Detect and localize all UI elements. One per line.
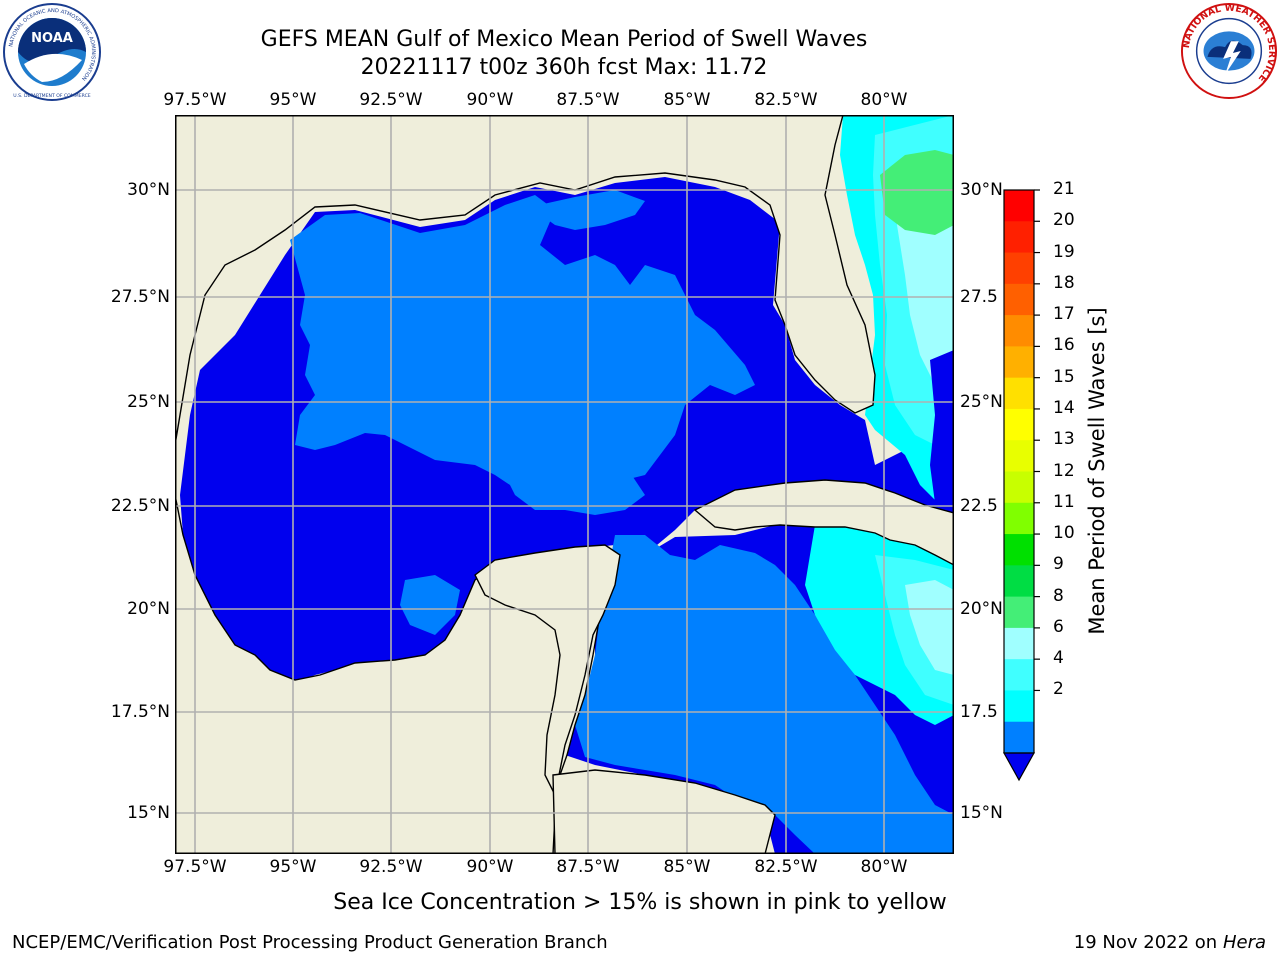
cuba-island (693, 479, 954, 566)
lon-label-bottom: 90°W (466, 857, 514, 877)
colorbar-segment (1004, 315, 1034, 347)
lat-label-right: 22.5 (960, 496, 998, 516)
colorbar-label: Mean Period of Swell Waves [s] (1085, 307, 1109, 635)
caribbean-2-4s-field (575, 535, 954, 854)
central-america-landmass (552, 769, 776, 854)
colorbar-tick-label: 13 (1053, 429, 1075, 450)
graticule (175, 115, 954, 854)
lon-label-bottom: 95°W (269, 857, 317, 877)
lat-label-left: 27.5°N (110, 287, 170, 307)
map-frame (175, 115, 954, 854)
lat-label-right: 17.5 (960, 702, 998, 722)
colorbar-tick-label: 19 (1053, 241, 1075, 262)
colorbar-segment (1004, 534, 1034, 566)
lat-label-left: 30°N (127, 180, 170, 200)
lat-label-left: 22.5°N (110, 496, 170, 516)
lon-label-bottom: 92.5°W (359, 857, 423, 877)
colorbar-tick-label: 15 (1053, 366, 1075, 387)
colorbar-segment (1004, 659, 1034, 691)
lat-label-right: 27.5 (960, 287, 998, 307)
gulf-2-4s-field (290, 195, 755, 510)
lon-label-bottom: 85°W (663, 857, 711, 877)
colorbar (1002, 189, 1040, 782)
colorbar-tick-label: 12 (1053, 460, 1075, 481)
lon-label-top: 82.5°W (754, 90, 818, 110)
lat-label-left: 25°N (127, 392, 170, 412)
colorbar-segment (1004, 565, 1034, 598)
us-gulf-coast-landmass (175, 115, 954, 446)
colorbar-segment (1004, 690, 1034, 723)
lon-label-top: 85°W (663, 90, 711, 110)
colorbar-segment (1004, 596, 1034, 629)
colorbar-segment (1004, 471, 1034, 504)
colorbar-tick-label: 6 (1053, 616, 1064, 637)
lat-label-right: 30°N (960, 180, 1003, 200)
colorbar-segment (1004, 252, 1034, 285)
chart-title: GEFS MEAN Gulf of Mexico Mean Period of … (260, 27, 868, 52)
caribbean-8-9s-field (905, 580, 954, 675)
footer-date: 19 Nov 2022 on Hera (1074, 932, 1266, 953)
lat-label-left: 15°N (127, 803, 170, 823)
colorbar-tick-label: 4 (1053, 648, 1064, 669)
colorbar-segment (1004, 440, 1034, 472)
lon-label-top: 97.5°W (163, 90, 227, 110)
colorbar-tick-label: 14 (1053, 397, 1075, 418)
colorbar-tick-label: 18 (1053, 272, 1075, 293)
colorbar-segment (1004, 221, 1034, 254)
colorbar-segment (1004, 502, 1034, 535)
yucatan-peninsula (474, 544, 621, 798)
colorbar-tick-label: 16 (1053, 335, 1075, 356)
colorbar-segment (1004, 190, 1034, 222)
colorbar-extend-triangle (1002, 752, 1036, 782)
lon-label-bottom: 97.5°W (163, 857, 227, 877)
lon-label-top: 92.5°W (359, 90, 423, 110)
gulf-2-4s-field (505, 445, 645, 515)
noaa-logo-text: NOAA (31, 31, 73, 46)
colorbar-segment (1004, 627, 1034, 660)
colorbar-segment (1004, 346, 1034, 379)
map-panel (175, 115, 954, 854)
lat-label-right: 20°N (960, 599, 1003, 619)
colorbar-segment (1004, 408, 1034, 441)
nws-logo: NATIONAL WEATHER SERVICE (1181, 3, 1277, 100)
colorbar-tick-label: 20 (1053, 210, 1075, 231)
chart-subtitle: 20221117 t00z 360h fcst Max: 11.72 (360, 55, 768, 80)
lon-label-top: 90°W (466, 90, 514, 110)
colorbar-tick-label: 10 (1053, 523, 1075, 544)
noaa-logo: NOAA NATIONAL OCEANIC AND ATMOSPHERIC AD… (3, 3, 101, 101)
gulf-2-4s-field (400, 575, 460, 635)
colorbar-tick-label: 8 (1053, 585, 1064, 606)
lon-label-bottom: 80°W (860, 857, 908, 877)
colorbar-segment (1004, 283, 1034, 316)
colorbar-tick-label: 11 (1053, 491, 1075, 512)
colorbar-tick-label: 2 (1053, 679, 1064, 700)
lat-label-left: 17.5°N (110, 702, 170, 722)
lat-label-right: 15°N (960, 803, 1003, 823)
colorbar-segment (1004, 721, 1034, 754)
colorbar-tick-label: 21 (1053, 179, 1075, 199)
footer-date-text: 19 Nov 2022 on (1073, 932, 1218, 953)
lon-label-bottom: 87.5°W (556, 857, 620, 877)
colorbar-segment (1004, 377, 1034, 410)
colorbar-tick-label: 17 (1053, 304, 1075, 325)
footer-producer: NCEP/EMC/Verification Post Processing Pr… (12, 932, 608, 953)
lon-label-top: 95°W (269, 90, 317, 110)
sea-ice-footnote: Sea Ice Concentration > 15% is shown in … (333, 890, 947, 915)
lon-label-bottom: 82.5°W (754, 857, 818, 877)
lat-label-right: 25°N (960, 392, 1003, 412)
colorbar-tick-label: 9 (1053, 554, 1064, 575)
lat-label-left: 20°N (127, 599, 170, 619)
lon-label-top: 87.5°W (556, 90, 620, 110)
footer-host: Hera (1222, 932, 1266, 953)
noaa-department-text: U.S. DEPARTMENT OF COMMERCE (13, 93, 90, 99)
atlantic-shortperiod-field (930, 350, 954, 505)
lon-label-top: 80°W (860, 90, 908, 110)
atlantic-9-10s-field (880, 150, 954, 235)
